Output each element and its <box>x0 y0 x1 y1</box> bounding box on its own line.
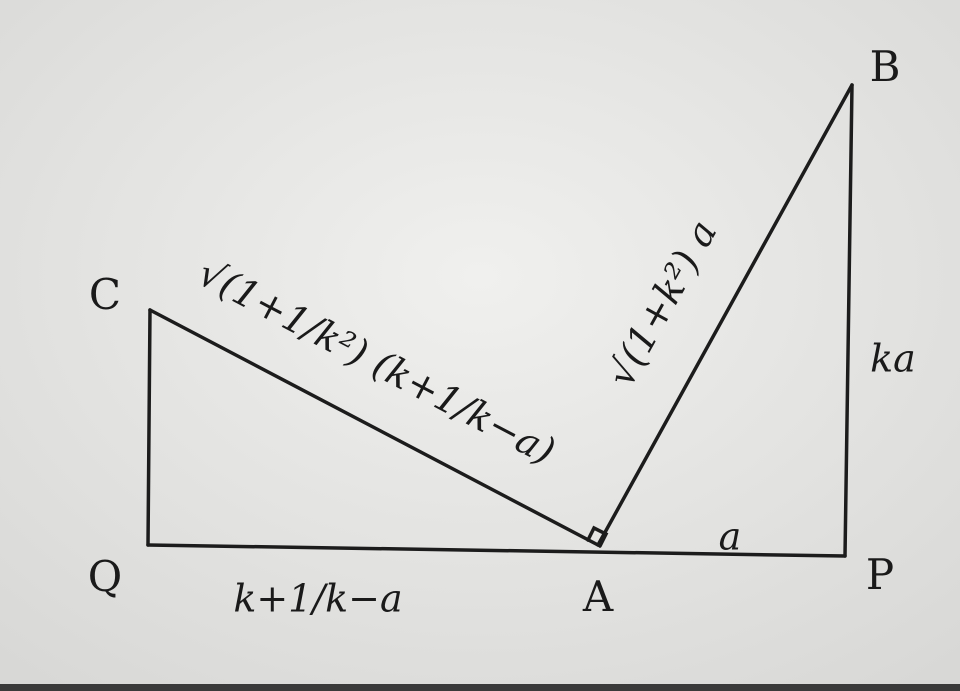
point-label: A <box>582 572 614 621</box>
point-label: Q <box>88 552 122 601</box>
edge-label: ka <box>870 337 916 381</box>
point-label: B <box>870 42 901 91</box>
segment-cq <box>146 308 152 547</box>
point-label: C <box>89 270 121 319</box>
segment-qp <box>146 543 847 558</box>
edge-label: k+1/k−a <box>233 577 402 621</box>
right-angle-mark <box>586 525 609 548</box>
segment-ca <box>148 308 600 547</box>
edge-shadow <box>0 684 960 691</box>
edge-label: a <box>719 515 742 559</box>
point-label: P <box>866 550 894 599</box>
segment-bp <box>843 83 854 558</box>
segment-ab <box>596 83 854 547</box>
